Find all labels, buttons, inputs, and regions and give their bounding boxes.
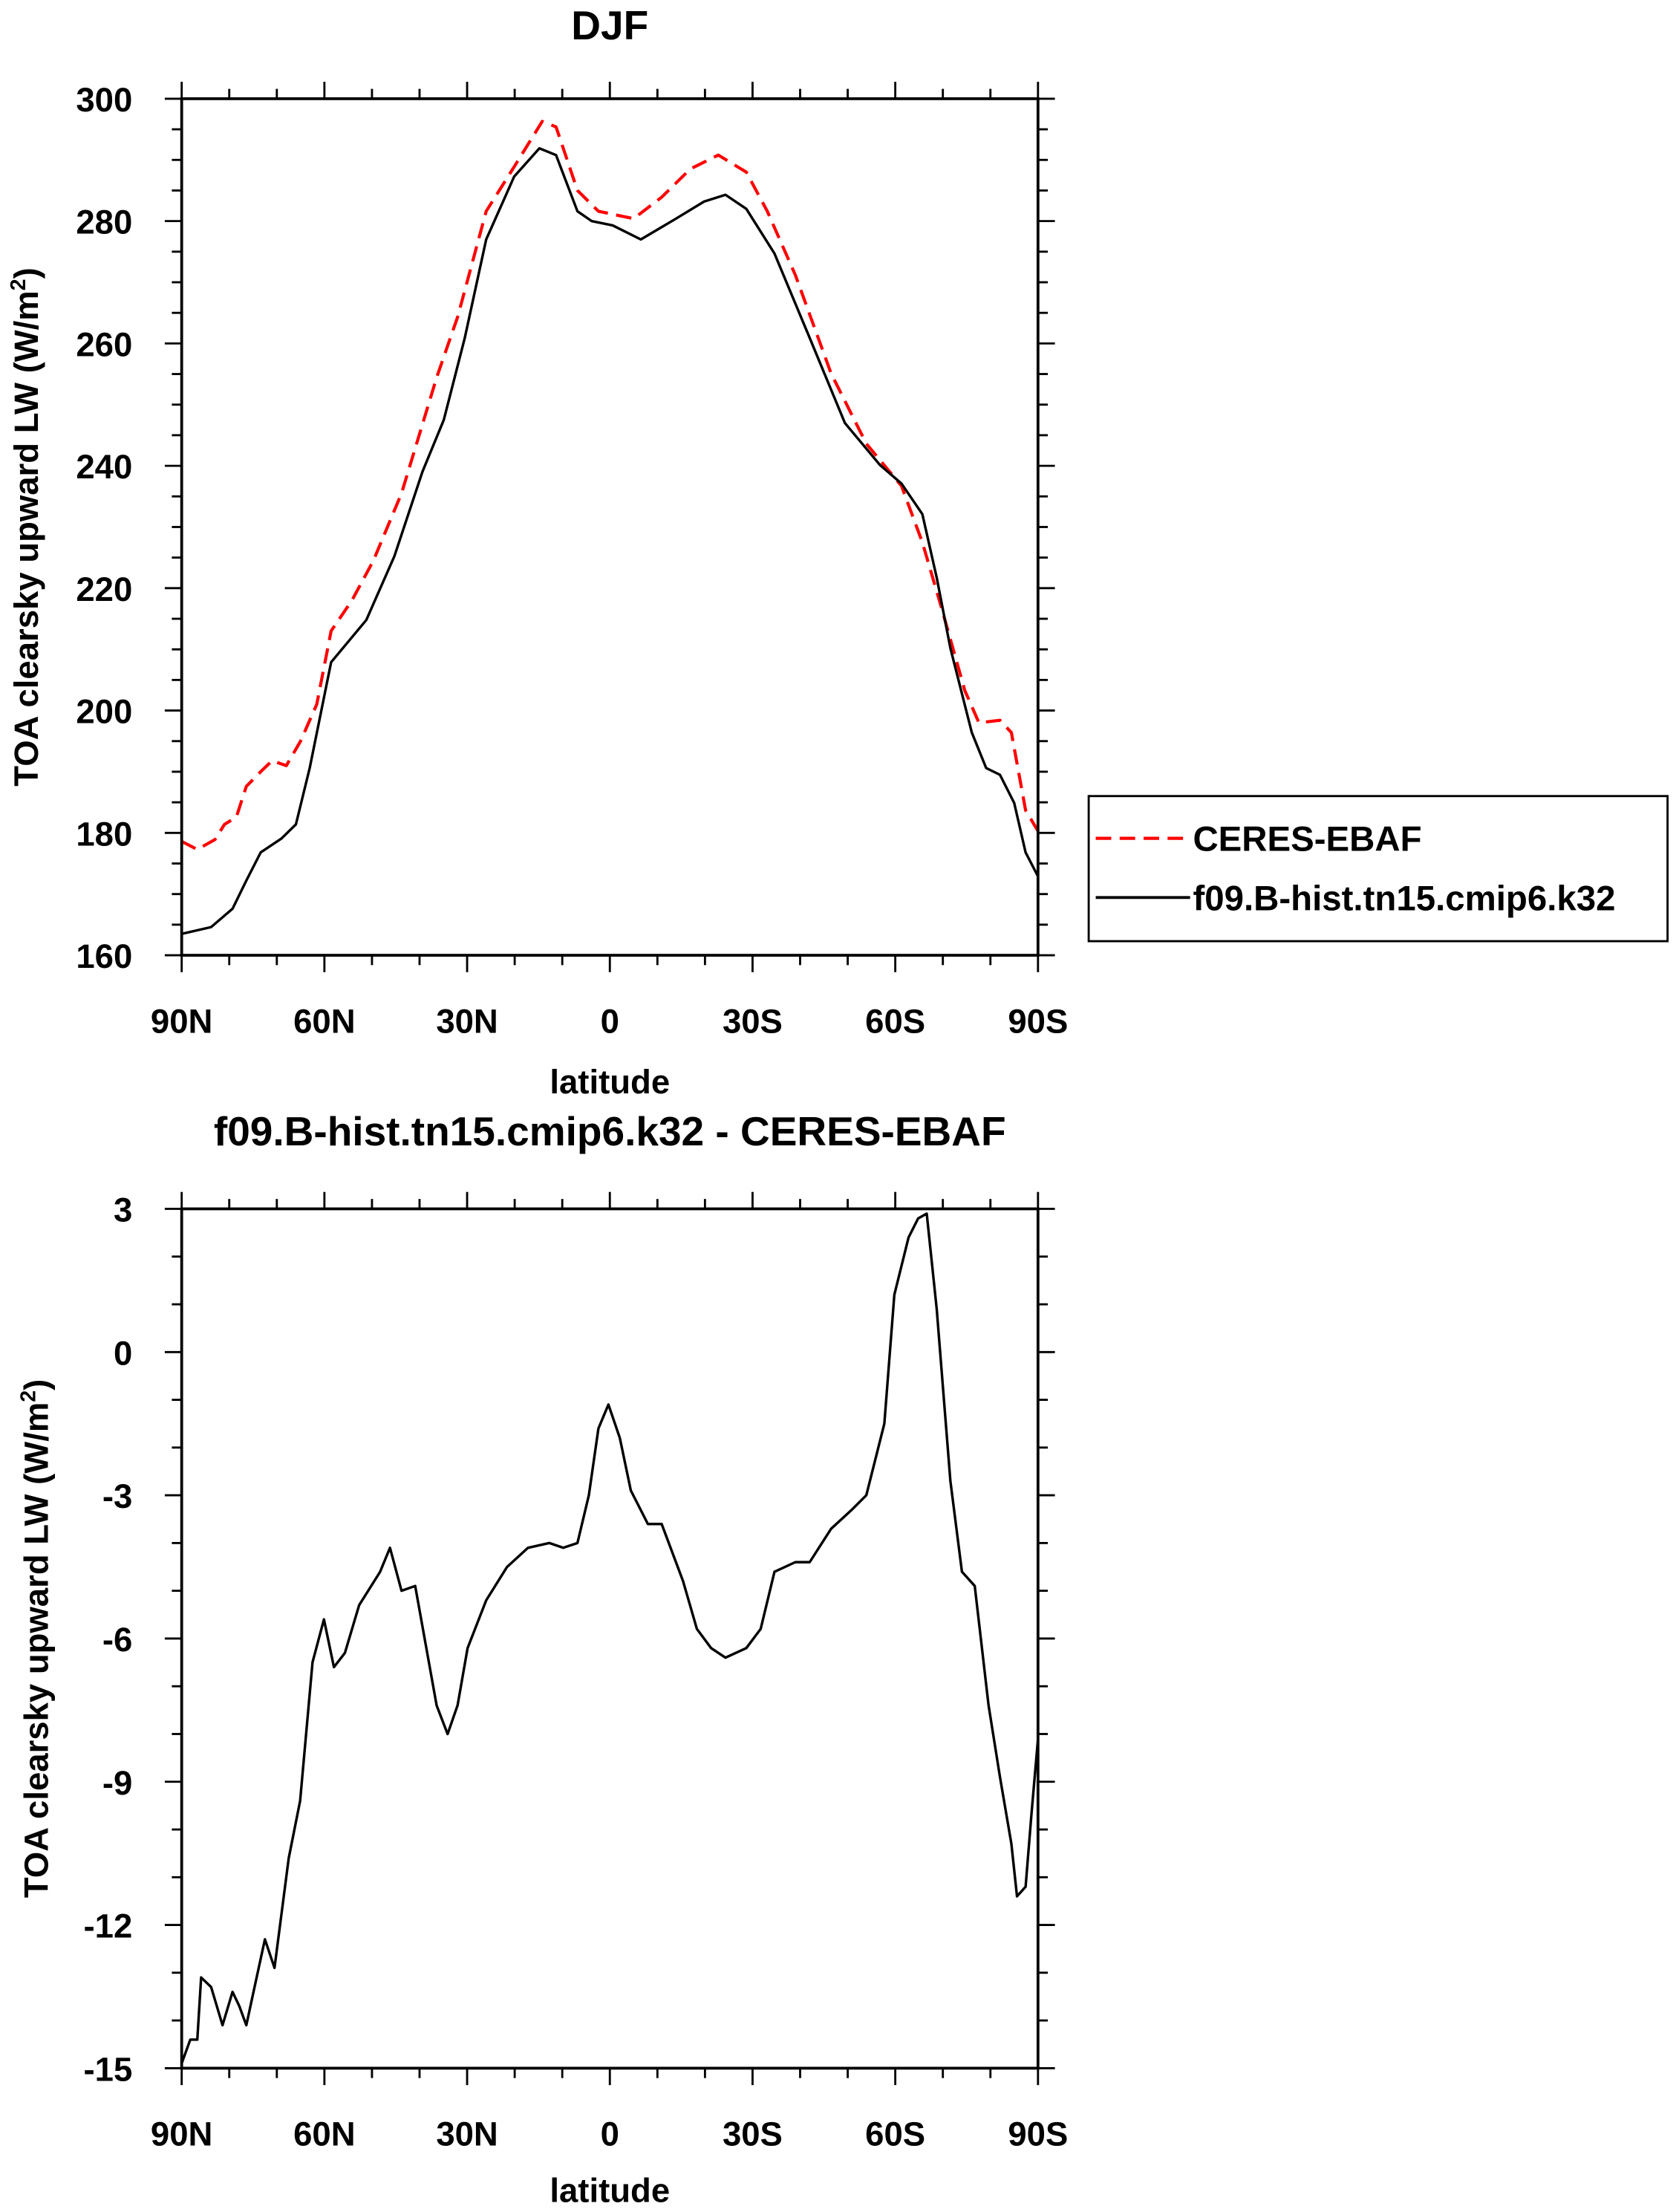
x-tick-label: 30N [436,1002,498,1040]
x-tick-label: 30N [436,2115,498,2153]
x-tick-label: 90N [151,2115,212,2153]
x-tick-label: 30S [723,1002,783,1040]
plot-frame [180,1207,1040,2070]
chart-title: DJF [571,2,648,48]
y-tick-label: -3 [102,1477,132,1515]
legend-label-model: f09.B-hist.tn15.cmip6.k32 [1193,879,1615,918]
legend-box [1087,795,1669,943]
x-axis-label: latitude [550,1063,670,1101]
x-tick-label: 90S [1008,1002,1068,1040]
y-axis-label: TOA clearsky upward LW (W/m2) [7,267,45,786]
y-tick-label: 260 [76,325,132,363]
y-tick-label: 200 [76,693,132,731]
series-line-ceres-ebaf [180,120,1040,851]
chart-title: f09.B-hist.tn15.cmip6.k32 - CERES-EBAF [214,1108,1006,1154]
x-tick-label: 90S [1008,2115,1068,2153]
y-tick-label: -9 [102,1764,132,1802]
y-tick-label: 3 [114,1191,132,1229]
x-tick-label: 60S [865,2115,925,2153]
y-tick-label: 0 [114,1334,132,1372]
y-tick-label: -12 [84,1907,133,1945]
y-tick-label: 180 [76,815,132,853]
bottom-chart-difference: f09.B-hist.tn15.cmip6.k32 - CERES-EBAF l… [16,1108,1068,2209]
x-tick-label: 0 [601,2115,619,2153]
y-tick-label: 240 [76,448,132,486]
top-chart-djf: DJF latitude TOA clearsky upward LW (W/m… [7,2,1669,1101]
y-tick-label: -6 [102,1621,132,1659]
y-tick-label: 300 [76,81,132,119]
x-tick-label: 90N [151,1002,212,1040]
plot-frame [180,97,1040,957]
y-tick-label: -15 [84,2050,133,2088]
y-tick-label: 220 [76,570,132,608]
y-tick-label: 280 [76,204,132,241]
x-tick-label: 30S [723,2115,783,2153]
x-axis-label: latitude [550,2172,670,2210]
x-tick-label: 0 [601,1002,619,1040]
x-tick-label: 60S [865,1002,925,1040]
y-tick-label: 160 [76,937,132,975]
series-line-difference [180,1212,1040,2064]
legend: CERES-EBAF f09.B-hist.tn15.cmip6.k32 [1087,795,1669,943]
legend-label-ceres: CERES-EBAF [1193,820,1421,859]
y-axis-label: TOA clearsky upward LW (W/m2) [16,1379,55,1898]
x-tick-label: 60N [293,2115,355,2153]
x-tick-label: 60N [293,1002,355,1040]
series-line-f09-b-hist-tn15-cmip6-k32 [181,146,1040,935]
